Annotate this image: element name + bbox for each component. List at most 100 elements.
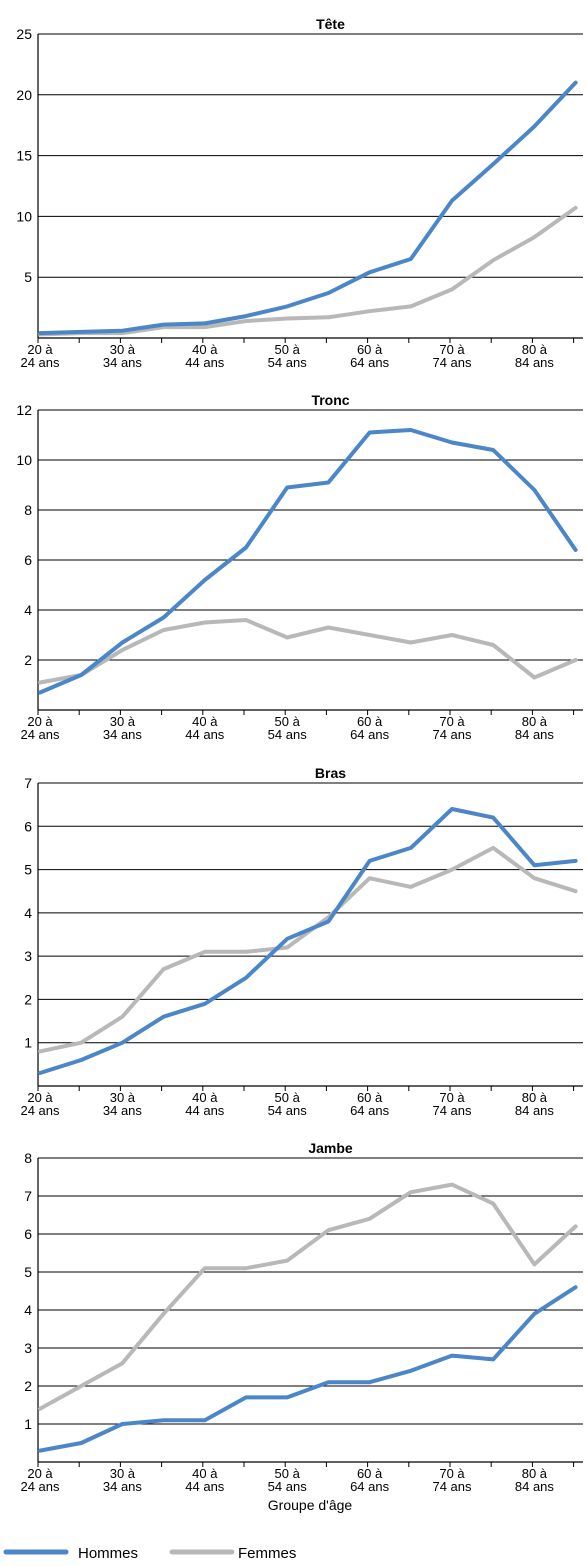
x-tick-label: 44 ans (185, 1479, 225, 1494)
y-tick-label: 15 (16, 148, 32, 164)
x-tick-label: 50 à (275, 714, 301, 729)
y-tick-label: 5 (24, 862, 32, 878)
x-tick-label: 20 à (27, 342, 53, 357)
x-tick-label: 44 ans (185, 1103, 225, 1118)
x-tick-label: 44 ans (185, 727, 225, 742)
x-tick-label: 30 à (110, 342, 136, 357)
y-tick-label: 1 (24, 1416, 32, 1432)
x-tick-label: 40 à (192, 1090, 218, 1105)
y-tick-label: 3 (24, 948, 32, 964)
x-tick-label: 34 ans (103, 1103, 143, 1118)
x-tick-label: 54 ans (268, 727, 308, 742)
x-tick-label: 74 ans (432, 1103, 472, 1118)
x-tick-label: 60 à (357, 342, 383, 357)
chart-title: Tête (316, 16, 345, 32)
x-tick-label: 40 à (192, 1466, 218, 1481)
x-tick-label: 60 à (357, 1090, 383, 1105)
y-tick-label: 1 (24, 1035, 32, 1051)
x-tick-label: 60 à (357, 714, 383, 729)
x-tick-label: 60 à (357, 1466, 383, 1481)
chart-title: Tronc (311, 392, 349, 408)
series-line-femmes (38, 1182, 578, 1411)
x-tick-label: 70 à (439, 1090, 465, 1105)
y-tick-label: 3 (24, 1340, 32, 1356)
y-tick-label: 10 (16, 208, 32, 224)
x-tick-label: 30 à (110, 714, 136, 729)
x-tick-label: 64 ans (350, 1479, 390, 1494)
y-tick-label: 4 (24, 905, 32, 921)
series-line-femmes (38, 845, 578, 1054)
x-tick-label: 54 ans (268, 1103, 308, 1118)
x-tick-label: 20 à (27, 714, 53, 729)
x-tick-label: 64 ans (350, 1103, 390, 1118)
y-tick-label: 6 (24, 818, 32, 834)
series-line-femmes (38, 205, 578, 337)
x-tick-label: 84 ans (515, 1103, 555, 1118)
y-tick-label: 12 (16, 402, 32, 418)
x-tick-label: 80 à (522, 342, 548, 357)
y-tick-label: 5 (24, 269, 32, 285)
x-tick-label: 54 ans (268, 1479, 308, 1494)
series-line-hommes (38, 80, 578, 336)
x-tick-label: 80 à (522, 1466, 548, 1481)
x-tick-label: 74 ans (432, 355, 472, 370)
y-tick-label: 4 (24, 1302, 32, 1318)
y-tick-label: 2 (24, 652, 32, 668)
chart-panel-0: Tête 5 10 15 20 25 20 à24 ans 30 à34 ans 40 à44 … (16, 16, 583, 370)
y-tick-label: 2 (24, 991, 32, 1007)
x-tick-label: 64 ans (350, 727, 390, 742)
x-tick-label: 84 ans (515, 1479, 555, 1494)
x-tick-label: 70 à (439, 1466, 465, 1481)
y-tick-label: 7 (24, 1188, 32, 1204)
y-tick-label: 8 (24, 502, 32, 518)
x-tick-label: 74 ans (432, 1479, 472, 1494)
x-tick-label: 74 ans (432, 727, 472, 742)
x-tick-label: 40 à (192, 714, 218, 729)
legend-label: Hommes (78, 1545, 138, 1562)
x-tick-label: 54 ans (268, 355, 308, 370)
x-tick-label: 30 à (110, 1090, 136, 1105)
series-line-femmes (38, 618, 578, 685)
x-tick-label: 20 à (27, 1090, 53, 1105)
chart-panel-2: Bras 1 2 3 4 5 6 7 20 à24 ans 30 à34 ans 40 à44 an… (20, 765, 583, 1118)
x-tick-label: 20 à (27, 1466, 53, 1481)
x-tick-label: 80 à (522, 1090, 548, 1105)
x-tick-label: 34 ans (103, 355, 143, 370)
y-tick-label: 7 (24, 775, 32, 791)
x-tick-label: 70 à (439, 342, 465, 357)
chart-panel-3: Jambe 1 2 3 4 5 6 7 8 20 à24 ans 30 à34 ans 40 à44 … (20, 1140, 583, 1494)
x-tick-label: 64 ans (350, 355, 390, 370)
legend-label: Femmes (238, 1545, 296, 1562)
x-tick-label: 30 à (110, 1466, 136, 1481)
x-tick-label: 34 ans (103, 727, 143, 742)
x-tick-label: 50 à (275, 1090, 301, 1105)
x-tick-label: 24 ans (20, 355, 60, 370)
series-line-hommes (38, 807, 578, 1075)
legend: Hommes Femmes (3, 1545, 296, 1562)
x-tick-label: 80 à (522, 714, 548, 729)
y-tick-label: 10 (16, 452, 32, 468)
x-tick-label: 24 ans (20, 1103, 60, 1118)
x-tick-label: 24 ans (20, 727, 60, 742)
y-tick-label: 4 (24, 602, 32, 618)
chart-title: Bras (315, 765, 346, 781)
x-tick-label: 84 ans (515, 355, 555, 370)
y-tick-label: 6 (24, 1226, 32, 1242)
series-line-hommes (38, 428, 578, 695)
y-tick-label: 5 (24, 1264, 32, 1280)
y-tick-label: 6 (24, 552, 32, 568)
y-tick-label: 20 (16, 87, 32, 103)
chart-title: Jambe (308, 1140, 353, 1156)
series-line-hommes (38, 1285, 578, 1453)
y-tick-label: 25 (16, 26, 32, 42)
y-tick-label: 8 (24, 1150, 32, 1166)
y-tick-label: 2 (24, 1378, 32, 1394)
x-tick-label: 34 ans (103, 1479, 143, 1494)
x-tick-label: 50 à (275, 342, 301, 357)
x-tick-label: 70 à (439, 714, 465, 729)
x-tick-label: 40 à (192, 342, 218, 357)
chart-panel-1: Tronc 2 4 6 8 10 12 20 à24 ans 30 à34 ans 40 à44 … (16, 392, 583, 742)
x-tick-label: 84 ans (515, 727, 555, 742)
x-tick-label: 24 ans (20, 1479, 60, 1494)
